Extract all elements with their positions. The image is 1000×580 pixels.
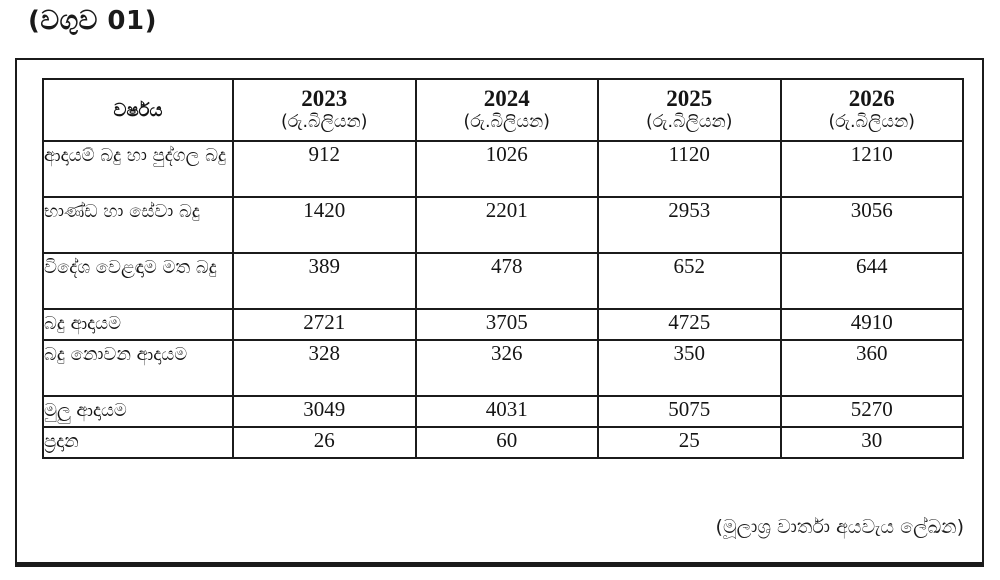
row-label: බදු ආදායම	[42, 308, 234, 341]
cell-value: 60	[414, 426, 599, 459]
cell-value: 360	[779, 339, 964, 397]
table-row-income-tax: ආදායම් බදු හා පුද්ගල බදු 912 1026 1120 1…	[42, 140, 964, 198]
cell-value: 5270	[779, 395, 964, 428]
cell-value: 652	[597, 252, 782, 310]
row-label: භාණ්ඩ හා සේවා බදු	[42, 196, 234, 254]
row-label: මුලු ආදායම	[42, 395, 234, 428]
column-header-2025: 2025 (රු.බිලියන)	[597, 78, 782, 142]
year-2023: 2023	[301, 85, 348, 111]
cell-value: 3056	[779, 196, 964, 254]
row-label: බදු නොවන ආදායම	[42, 339, 234, 397]
table-header-row: වර්ෂය 2023 (රු.බිලියන) 2024 (රු.බිලියන) …	[42, 78, 964, 142]
table-row-goods-services-tax: භාණ්ඩ හා සේවා බදු 1420 2201 2953 3056	[42, 196, 964, 254]
year-2025: 2025	[666, 85, 713, 111]
column-header-2024: 2024 (රු.බිලියන)	[414, 78, 599, 142]
cell-value: 3049	[232, 395, 417, 428]
cell-value: 2201	[414, 196, 599, 254]
cell-value: 328	[232, 339, 417, 397]
cell-value: 2721	[232, 308, 417, 341]
source-note: (මූලාශ්‍ර වාර්තා අයවැය ලේඛන)	[715, 516, 964, 538]
cell-value: 30	[779, 426, 964, 459]
cell-value: 3705	[414, 308, 599, 341]
cell-value: 4031	[414, 395, 599, 428]
cell-value: 26	[232, 426, 417, 459]
unit-label-2023: (රු.බිලියන)	[280, 112, 368, 133]
cell-value: 1120	[597, 140, 782, 198]
table-row-grants: ප්‍රදාන 26 60 25 30	[42, 426, 964, 459]
year-2024: 2024	[483, 85, 530, 111]
unit-label-2024: (රු.බිලියන)	[463, 112, 550, 133]
row-label: ප්‍රදාන	[42, 426, 234, 459]
cell-value: 389	[232, 252, 417, 310]
cell-value: 350	[597, 339, 782, 397]
column-header-2026: 2026 (රු.බිලියන)	[779, 78, 964, 142]
table-row-non-tax-revenue: බදු නොවන ආදායම 328 326 350 360	[42, 339, 964, 397]
cell-value: 4910	[779, 308, 964, 341]
column-header-year-label: වර්ෂය	[42, 78, 234, 142]
row-label: විදේශ වෙළඳාම මත බදු	[42, 252, 234, 310]
table-row-foreign-trade-tax: විදේශ වෙළඳාම මත බදු 389 478 652 644	[42, 252, 964, 310]
unit-label-2025: (රු.බිලියන)	[645, 112, 733, 133]
cell-value: 5075	[597, 395, 782, 428]
cell-value: 912	[232, 140, 417, 198]
cell-value: 4725	[597, 308, 782, 341]
content-frame: වර්ෂය 2023 (රු.බිලියන) 2024 (රු.බිලියන) …	[15, 58, 984, 567]
budget-table: වර්ෂය 2023 (රු.බිලියන) 2024 (රු.බිලියන) …	[42, 78, 964, 459]
year-2026: 2026	[848, 85, 895, 111]
cell-value: 326	[414, 339, 599, 397]
unit-label-2026: (රු.බිලියන)	[828, 112, 915, 133]
cell-value: 478	[414, 252, 599, 310]
column-header-2023: 2023 (රු.බිලියන)	[232, 78, 417, 142]
cell-value: 25	[597, 426, 782, 459]
row-label: ආදායම් බදු හා පුද්ගල බදු	[42, 140, 234, 198]
page-title: (වගුව 01)	[28, 6, 157, 36]
cell-value: 1420	[232, 196, 417, 254]
cell-value: 1210	[779, 140, 964, 198]
cell-value: 644	[779, 252, 964, 310]
table-row-tax-revenue: බදු ආදායම 2721 3705 4725 4910	[42, 308, 964, 341]
cell-value: 2953	[597, 196, 782, 254]
cell-value: 1026	[414, 140, 599, 198]
table-row-total-revenue: මුලු ආදායම 3049 4031 5075 5270	[42, 395, 964, 428]
